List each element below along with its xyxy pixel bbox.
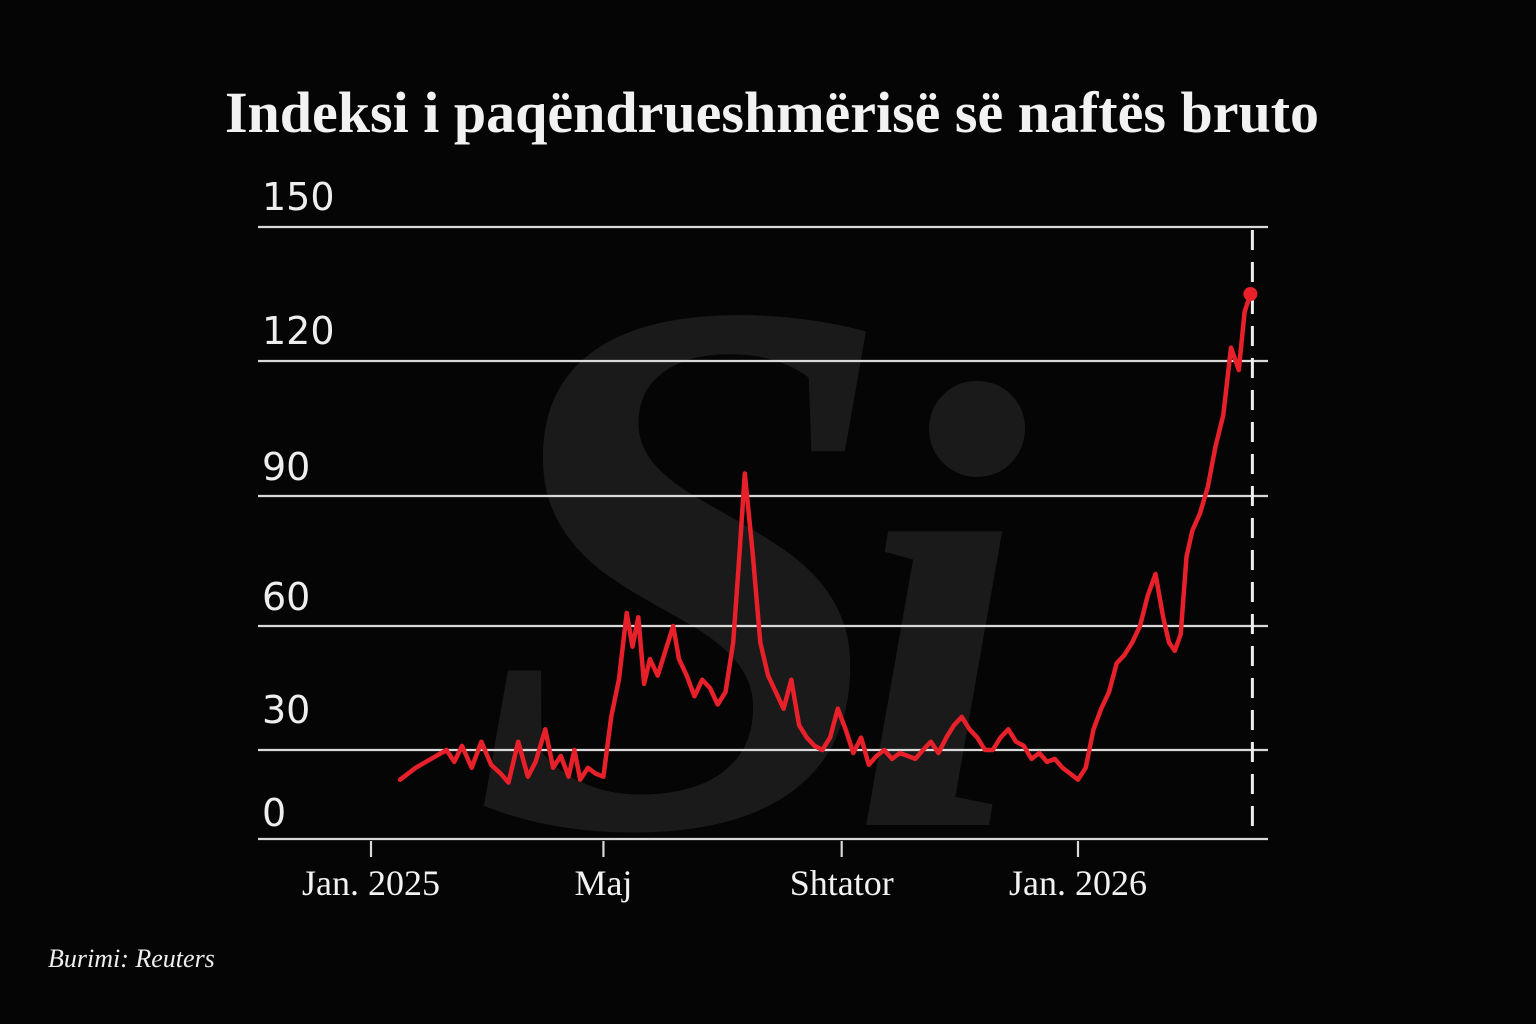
y-tick-label: 150 bbox=[262, 175, 335, 219]
chart-title: Indeksi i paqëndrueshmërisë së naftës br… bbox=[225, 80, 1319, 145]
x-axis: Jan. 2025 Maj Shtator Jan. 2026 bbox=[302, 841, 1147, 903]
source-note: Burimi: Reuters bbox=[48, 944, 215, 973]
watermark-logo: S i bbox=[470, 139, 1030, 992]
x-tick-label: Shtator bbox=[790, 863, 894, 903]
x-tick-label: Jan. 2025 bbox=[302, 863, 440, 903]
x-tick-label: Maj bbox=[574, 863, 632, 903]
y-tick-label: 90 bbox=[262, 445, 310, 489]
y-tick-label: 30 bbox=[262, 688, 310, 732]
y-tick-label: 0 bbox=[262, 791, 286, 835]
y-tick-label: 60 bbox=[262, 575, 310, 619]
svg-text:S: S bbox=[470, 139, 898, 992]
svg-text:i: i bbox=[850, 256, 1030, 964]
y-axis: 150 120 90 60 30 0 bbox=[262, 175, 335, 835]
x-tick-label: Jan. 2026 bbox=[1009, 863, 1147, 903]
series-line bbox=[397, 291, 1253, 785]
series-layer bbox=[397, 230, 1258, 830]
y-tick-label: 120 bbox=[262, 309, 335, 353]
grid bbox=[258, 225, 1268, 841]
latest-value-marker bbox=[1243, 287, 1258, 301]
